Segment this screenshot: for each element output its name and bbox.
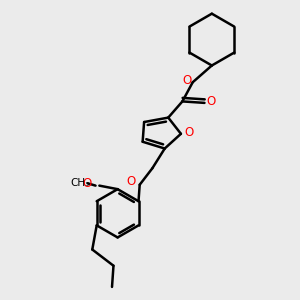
Text: O: O [184, 126, 194, 139]
Text: O: O [183, 74, 192, 87]
Text: O: O [82, 177, 92, 190]
Text: CH₃: CH₃ [70, 178, 89, 188]
Text: O: O [127, 175, 136, 188]
Text: O: O [206, 95, 216, 108]
